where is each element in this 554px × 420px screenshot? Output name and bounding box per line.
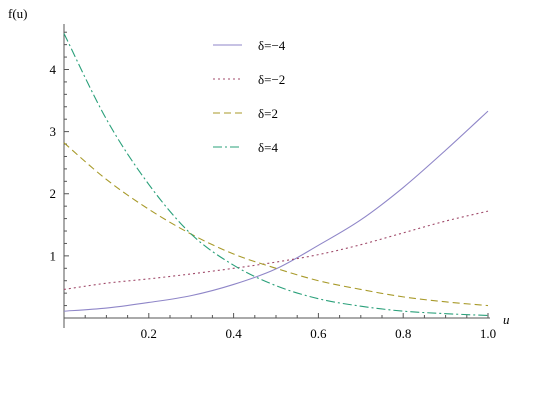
x-tick-label: 0.4 — [225, 326, 242, 341]
y-tick-label: 1 — [50, 248, 57, 263]
legend-label-3: δ=4 — [258, 140, 278, 155]
y-tick-label: 4 — [50, 62, 57, 77]
series-line-2 — [63, 142, 489, 307]
x-tick-label: 1.0 — [480, 326, 496, 341]
y-tick-label: 3 — [50, 124, 57, 139]
series-line-0 — [63, 110, 489, 312]
x-axis-label: u — [503, 312, 510, 327]
legend-label-0: δ=−4 — [258, 38, 286, 53]
x-tick-label: 0.2 — [141, 326, 157, 341]
plot-area — [63, 33, 489, 317]
y-tick-label: 2 — [50, 186, 57, 201]
y-axis-label: f(u) — [8, 6, 28, 21]
legend-label-1: δ=−2 — [258, 72, 285, 87]
x-tick-label: 0.8 — [395, 326, 411, 341]
series-line-1 — [63, 210, 489, 290]
series-line-3 — [63, 33, 489, 317]
x-tick-label: 0.6 — [310, 326, 327, 341]
legend-label-2: δ=2 — [258, 106, 278, 121]
axes: 0.2 0.4 0.6 0.8 1.0 1 2 3 4 — [50, 24, 496, 341]
legend: δ=−4 δ=−2 δ=2 δ=4 — [213, 38, 286, 155]
